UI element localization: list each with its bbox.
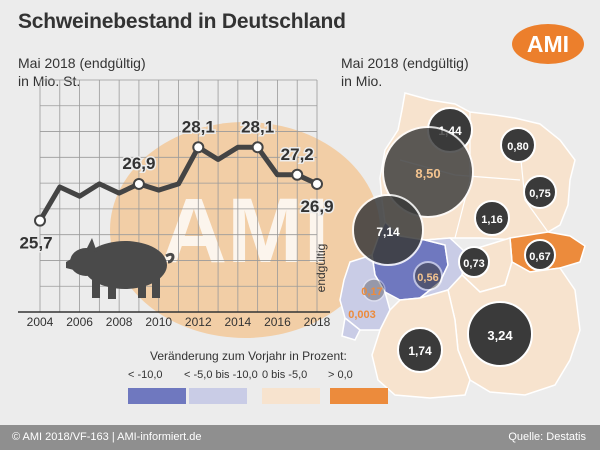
right-subtitle: Mai 2018 (endgültig) in Mio. xyxy=(341,54,469,90)
series-markers xyxy=(34,141,323,227)
bubble-hessen: 0,56 xyxy=(413,261,443,291)
x-tick-label: 2016 xyxy=(264,315,291,329)
legend-swatch xyxy=(189,388,247,404)
x-tick-label: 2006 xyxy=(66,315,93,329)
left-subtitle: Mai 2018 (endgültig) in Mio. St. xyxy=(18,54,146,90)
bubble-label: 1,16 xyxy=(481,214,502,226)
data-label: 28,1 xyxy=(241,117,274,136)
bubble-sachsen: 0,67 xyxy=(524,239,556,271)
pig-icon xyxy=(66,238,175,299)
x-tick-label: 2014 xyxy=(225,315,252,329)
legend-title: Veränderung zum Vorjahr in Prozent: xyxy=(150,349,347,363)
series-marker xyxy=(34,214,46,227)
bubble-label: 0,80 xyxy=(507,141,528,153)
legend-swatch xyxy=(330,388,388,404)
x-tick-label: 2010 xyxy=(145,315,172,329)
map-bubbles: 1,44 8,50 0,80 7,14 0,75 1,16 0,67 0,56 xyxy=(348,107,557,373)
bubble-rheinland-pfalz: 0,17 xyxy=(361,278,386,302)
x-tick-label: 2004 xyxy=(27,315,54,329)
bubble-bayern: 3,24 xyxy=(467,301,533,367)
x-axis: 2004 2006 2008 2010 2012 2014 2016 2018 xyxy=(18,311,331,329)
bubble-label: 0,56 xyxy=(417,272,438,284)
legend-label: < -10,0 xyxy=(128,369,163,381)
bubble-label: 0,67 xyxy=(529,251,550,263)
point-labels: 25,7 26,9 28,1 28,1 27,2 26,9 xyxy=(18,116,335,254)
x-tick-label: 2012 xyxy=(185,315,212,329)
bubble-thueringen: 0,73 xyxy=(458,246,490,278)
bubble-label: 0,17 xyxy=(361,286,382,298)
x-tick-label: 2008 xyxy=(106,315,133,329)
bubble-sachsen-anhalt: 1,16 xyxy=(474,200,510,236)
footer-source: Quelle: Destatis xyxy=(508,431,586,443)
legend-swatch xyxy=(262,388,320,404)
series-marker xyxy=(132,177,145,190)
bubble-niedersachsen: 8,50 xyxy=(382,126,474,218)
bubble-label: 0,73 xyxy=(463,258,484,270)
endgueltig-annotation: endgültig xyxy=(314,244,328,293)
legend-label: 0 bis -5,0 xyxy=(262,369,308,381)
left-subtitle-line2: in Mio. St. xyxy=(18,73,81,89)
x-tick-label: 2018 xyxy=(304,315,331,329)
watermark-disc xyxy=(110,122,380,338)
data-label: 28,1 xyxy=(182,117,215,136)
chart-canvas: AMI 1,44 8,50 0,80 7,14 xyxy=(18,79,586,399)
chart-title: Schweinebestand in Deutschland xyxy=(18,10,346,33)
bubble-label: 7,14 xyxy=(376,225,400,239)
data-label: 27,2 xyxy=(281,145,314,164)
bubble-mecklenburg: 0,80 xyxy=(500,127,536,163)
bubble-label: 0,003 xyxy=(348,309,376,321)
bubble-nrw: 7,14 xyxy=(352,194,424,266)
series-marker xyxy=(291,168,304,181)
bubble-label: 8,50 xyxy=(415,166,440,181)
legend-label: > 0,0 xyxy=(328,369,353,381)
left-subtitle-line1: Mai 2018 (endgültig) xyxy=(18,55,146,71)
bubble-saarland: 0,003 xyxy=(348,309,376,321)
watermark-text: AMI xyxy=(161,180,330,282)
footer: © AMI 2018/VF-163 | AMI-informiert.de Qu… xyxy=(0,425,600,450)
right-subtitle-line1: Mai 2018 (endgültig) xyxy=(341,55,469,71)
series-line xyxy=(37,144,320,224)
legend-label: < -5,0 bis -10,0 xyxy=(184,369,258,381)
bubble-brandenburg: 0,75 xyxy=(523,175,557,209)
data-label: 26,9 xyxy=(300,197,333,216)
map-region-saarland xyxy=(341,316,361,341)
legend-swatch xyxy=(128,388,186,404)
series-marker xyxy=(311,177,323,190)
bubble-baden-wuerttemberg: 1,74 xyxy=(397,327,443,373)
data-label: 25,7 xyxy=(19,234,52,253)
series-marker xyxy=(192,141,205,154)
bubble-label: 1,74 xyxy=(408,344,432,358)
bubble-label: 0,75 xyxy=(529,188,550,200)
series-marker xyxy=(251,141,264,154)
footer-credit: © AMI 2018/VF-163 | AMI-informiert.de xyxy=(12,431,202,443)
bubble-label: 3,24 xyxy=(487,328,513,343)
right-subtitle-line2: in Mio. xyxy=(341,73,383,89)
ami-logo: AMI xyxy=(512,24,584,64)
data-label: 26,9 xyxy=(122,154,155,173)
